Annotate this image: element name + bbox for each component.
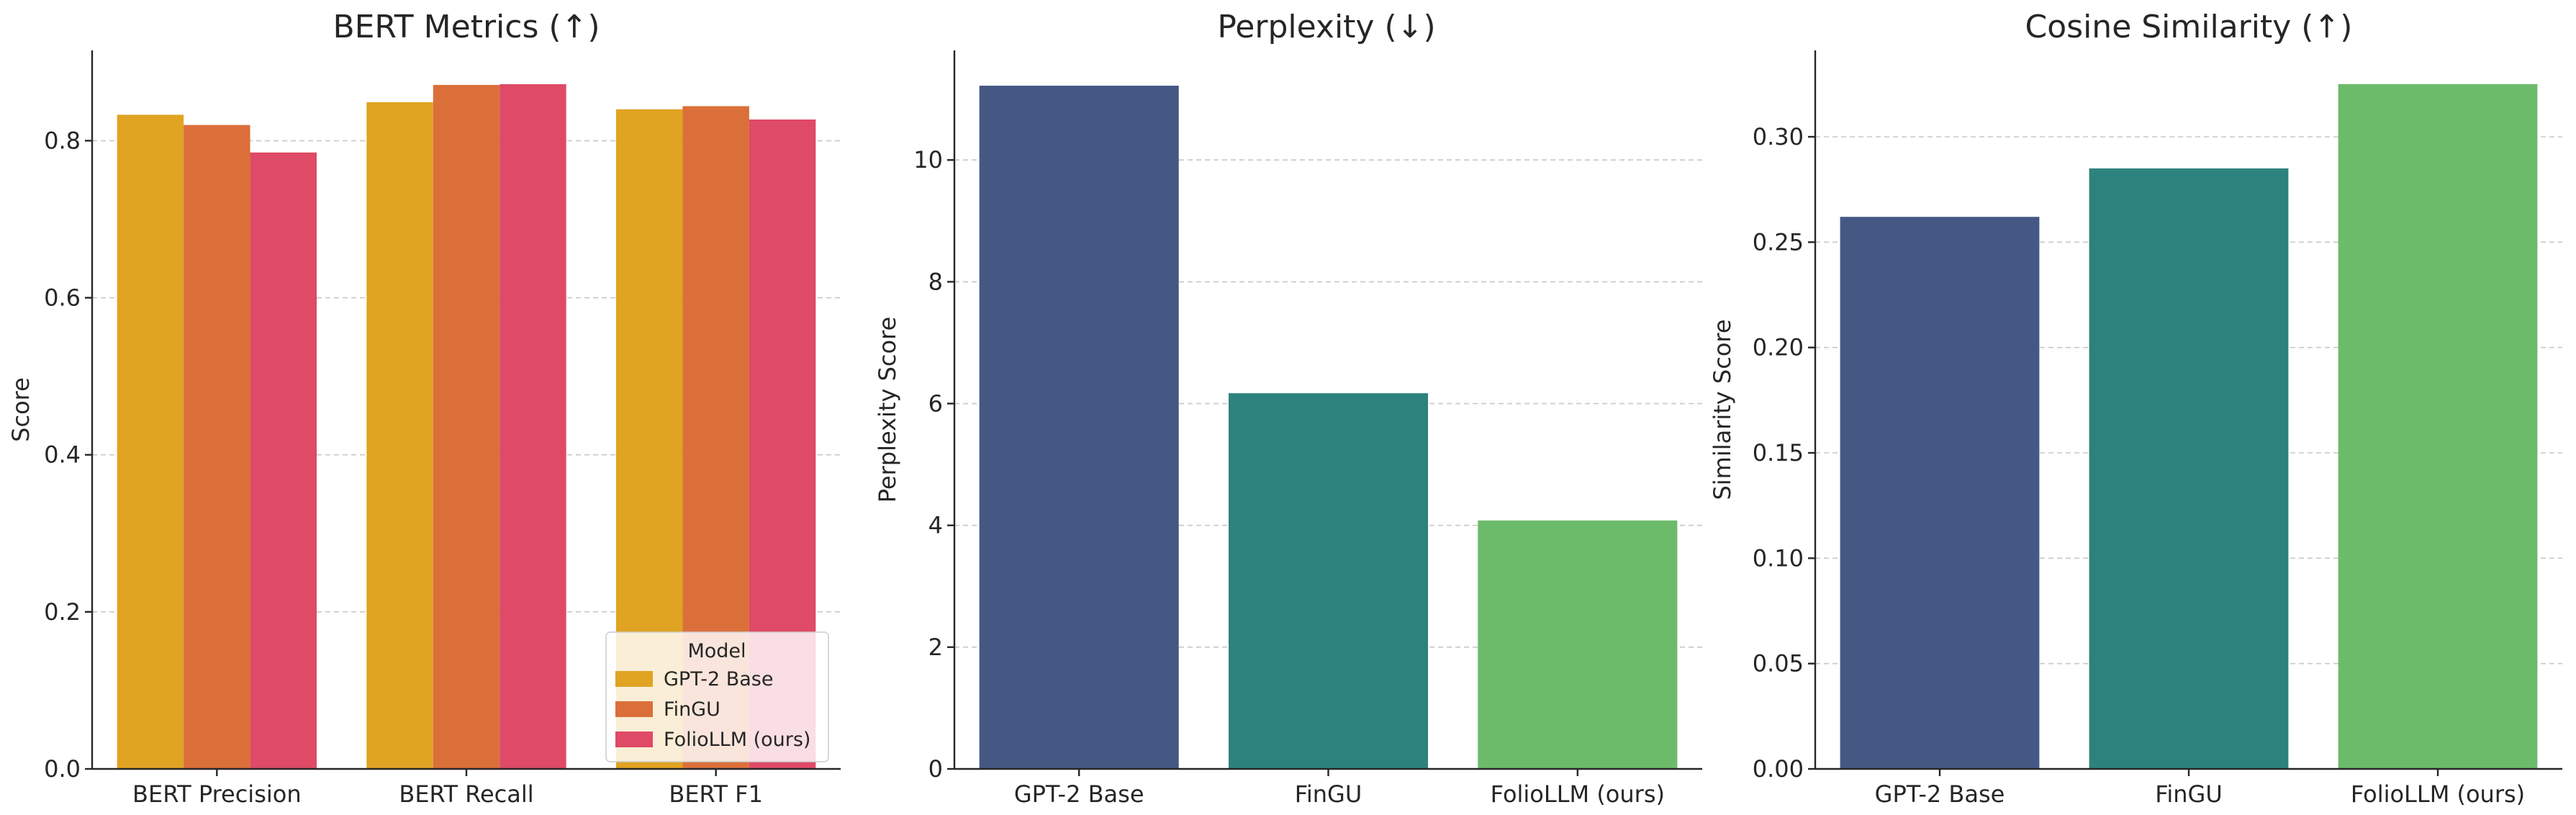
legend-swatch-gpt-2-base [615, 671, 653, 687]
y-tick-label: 0.8 [44, 127, 81, 154]
legend: Model GPT-2 Base FinGU FolioLLM (ours) [605, 631, 829, 762]
y-axis-label: Score [7, 377, 35, 442]
y-tick-label: 0.30 [1753, 123, 1804, 150]
bar-foliollm-ours [1478, 520, 1678, 769]
y-tick-label: 0.05 [1753, 650, 1804, 677]
bar-fingu [1228, 393, 1429, 769]
y-tick-label: 0.10 [1753, 544, 1804, 572]
x-tick-label: GPT-2 Base [1014, 780, 1144, 808]
bar-gpt-2-base-bert-recall [366, 102, 433, 770]
y-axis-label: Similarity Score [1709, 319, 1736, 500]
chart-title: Cosine Similarity (↑) [2025, 9, 2353, 45]
y-axis-label: Perplexity Score [874, 317, 901, 503]
y-tick-label: 8 [928, 268, 943, 295]
x-tick-label: FolioLLM (ours) [2351, 780, 2525, 808]
bar-fingu-bert-precision [184, 125, 250, 769]
chart-panel-1: 0.0 0.2 0.4 0.6 0.8 BERT Precision BERT Recall… [7, 9, 841, 808]
bar-foliollm-ours-bert-recall [500, 84, 566, 770]
legend-box [605, 631, 829, 762]
legend-label-foliollm-ours: FolioLLM (ours) [664, 729, 810, 751]
chart-title: BERT Metrics (↑) [333, 9, 600, 45]
x-tick-label: FinGU [2155, 780, 2222, 808]
legend-label-gpt-2-base: GPT-2 Base [664, 668, 773, 690]
legend-swatch-foliollm-ours [615, 731, 653, 747]
y-tick-label: 0.25 [1753, 228, 1804, 256]
y-tick-label: 0.20 [1753, 334, 1804, 361]
bar-gpt-2-base [1840, 217, 2040, 769]
y-tick-label: 0.15 [1753, 439, 1804, 467]
chart-title: Perplexity (↓) [1217, 9, 1435, 45]
x-tick-label: BERT Precision [132, 780, 302, 808]
x-tick-label: GPT-2 Base [1875, 780, 2005, 808]
y-tick-label: 10 [913, 146, 943, 174]
y-tick-label: 0.4 [44, 441, 81, 469]
chart-panel-2: 0 2 4 6 8 10 GPT-2 Base FinGU FolioLLM (ours) Per… [874, 9, 1702, 808]
y-tick-label: 0.00 [1753, 755, 1804, 783]
bar-foliollm-ours-bert-precision [250, 152, 317, 769]
y-tick-label: 0.6 [44, 284, 81, 312]
bar-foliollm-ours [2338, 84, 2538, 770]
x-tick-label: BERT F1 [669, 780, 763, 808]
y-tick-label: 0.2 [44, 598, 81, 626]
legend-label-fingu: FinGU [664, 698, 720, 721]
bar-fingu [2089, 168, 2289, 770]
y-tick-label: 2 [928, 634, 943, 661]
x-tick-label: BERT Recall [399, 780, 533, 808]
y-tick-label: 6 [928, 390, 943, 418]
legend-title: Model [687, 640, 746, 662]
y-tick-label: 0.0 [44, 755, 81, 783]
x-tick-label: FinGU [1295, 780, 1362, 808]
bar-fingu-bert-recall [433, 84, 500, 769]
y-tick-label: 4 [928, 512, 943, 539]
y-tick-label: 0 [928, 755, 943, 783]
legend-swatch-fingu [615, 701, 653, 717]
x-tick-label: FolioLLM (ours) [1491, 780, 1665, 808]
bar-gpt-2-base [979, 86, 1179, 769]
chart-panel-3: 0.00 0.05 0.10 0.15 0.20 0.25 0.30 GPT-2 Base Fi… [1709, 9, 2562, 808]
bar-gpt-2-base-bert-precision [117, 114, 184, 770]
